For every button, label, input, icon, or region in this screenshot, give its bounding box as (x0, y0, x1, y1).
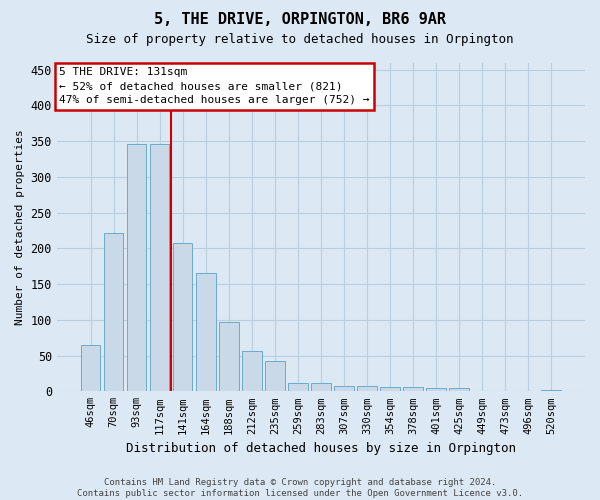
Bar (449, 388, 469, 392)
Bar (173, 244, 193, 392)
Text: 5, THE DRIVE, ORPINGTON, BR6 9AR: 5, THE DRIVE, ORPINGTON, BR6 9AR (154, 12, 446, 28)
Bar (150, 144, 169, 392)
Y-axis label: Number of detached properties: Number of detached properties (15, 129, 25, 325)
Text: 5 THE DRIVE: 131sqm
← 52% of detached houses are smaller (821)
47% of semi-detac: 5 THE DRIVE: 131sqm ← 52% of detached ho… (59, 68, 370, 106)
Text: Size of property relative to detached houses in Orpington: Size of property relative to detached ho… (86, 32, 514, 46)
Bar (242, 352, 262, 392)
Bar (288, 382, 308, 392)
Bar (196, 274, 215, 392)
Bar (127, 144, 146, 392)
Bar (403, 387, 423, 392)
Bar (380, 387, 400, 392)
Bar (219, 322, 239, 392)
Bar (265, 362, 284, 392)
Bar (334, 386, 354, 392)
Bar (81, 345, 100, 392)
Bar (357, 386, 377, 392)
X-axis label: Distribution of detached houses by size in Orpington: Distribution of detached houses by size … (126, 442, 516, 455)
Bar (311, 382, 331, 392)
Bar (426, 388, 446, 392)
Bar (541, 390, 561, 392)
Bar (104, 232, 124, 392)
Text: Contains HM Land Registry data © Crown copyright and database right 2024.
Contai: Contains HM Land Registry data © Crown c… (77, 478, 523, 498)
